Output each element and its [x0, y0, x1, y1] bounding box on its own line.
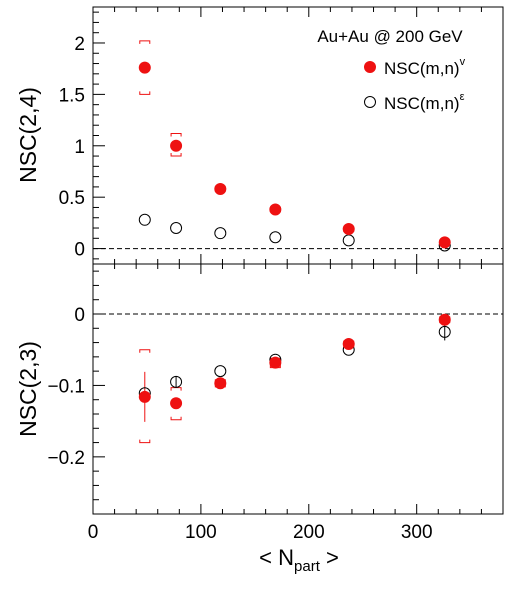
top-point-v: [214, 182, 227, 195]
top-point-v: [438, 236, 451, 249]
top-point-v: [269, 203, 282, 216]
bottom-y-tick-label: 0: [74, 305, 85, 326]
top-point-v: [138, 61, 151, 74]
x-tick-label: 100: [185, 522, 217, 543]
top-syst-bracket: [170, 132, 182, 157]
legend-label-v: NSC(m,n)v: [384, 56, 466, 78]
bottom-y-tick-label: −0.1: [47, 376, 85, 397]
x-tick-label: 300: [401, 522, 433, 543]
legend-marker-open: [364, 96, 376, 108]
top-y-tick-label: 1: [74, 137, 85, 158]
top-point-epsilon: [214, 227, 227, 240]
top-point-epsilon: [269, 231, 282, 244]
top-point-epsilon: [170, 222, 183, 235]
top-point-epsilon: [138, 213, 151, 226]
legend-marker-filled: [364, 61, 376, 73]
top-y-tick-label: 1.5: [59, 85, 85, 106]
bottom-panel-frame: [92, 263, 504, 515]
bottom-y-tick-label: −0.2: [47, 448, 85, 469]
bottom-point-v: [214, 377, 227, 390]
x-tick-label: 0: [88, 522, 99, 543]
bottom-point-epsilon: [438, 325, 451, 338]
top-point-v: [170, 139, 183, 152]
top-y-tick-label: 0.5: [59, 188, 85, 209]
bottom-point-v: [170, 397, 183, 410]
bottom-point-epsilon: [170, 375, 183, 388]
bottom-point-v: [269, 356, 282, 369]
bottom-y-axis-title: NSC(2,3): [15, 341, 41, 437]
bottom-point-epsilon: [214, 365, 227, 378]
bottom-point-v: [342, 338, 355, 350]
top-point-v: [342, 223, 355, 236]
bottom-point-v: [138, 390, 151, 403]
top-y-tick-label: 0: [74, 240, 85, 261]
collision-annotation: Au+Au @ 200 GeV: [317, 27, 463, 46]
x-axis-title: < Npart >: [259, 545, 339, 575]
top-point-epsilon: [342, 234, 355, 247]
legend: NSC(m,n)v NSC(m,n)ε: [364, 56, 466, 113]
bottom-syst-bracket: [139, 349, 151, 444]
x-tick-label: 200: [293, 522, 325, 543]
top-y-tick-label: 2: [74, 34, 85, 55]
top-y-axis-title: NSC(2,4): [15, 87, 41, 183]
bottom-point-v: [438, 313, 451, 326]
top-syst-bracket: [139, 40, 151, 95]
top-panel-nsc24: 0 0.5 1 1.5 2: [59, 7, 504, 264]
legend-label-epsilon: NSC(m,n)ε: [384, 91, 465, 113]
bottom-panel-nsc23: 0 −0.1 −0.2 0 100 200 300: [47, 264, 504, 543]
